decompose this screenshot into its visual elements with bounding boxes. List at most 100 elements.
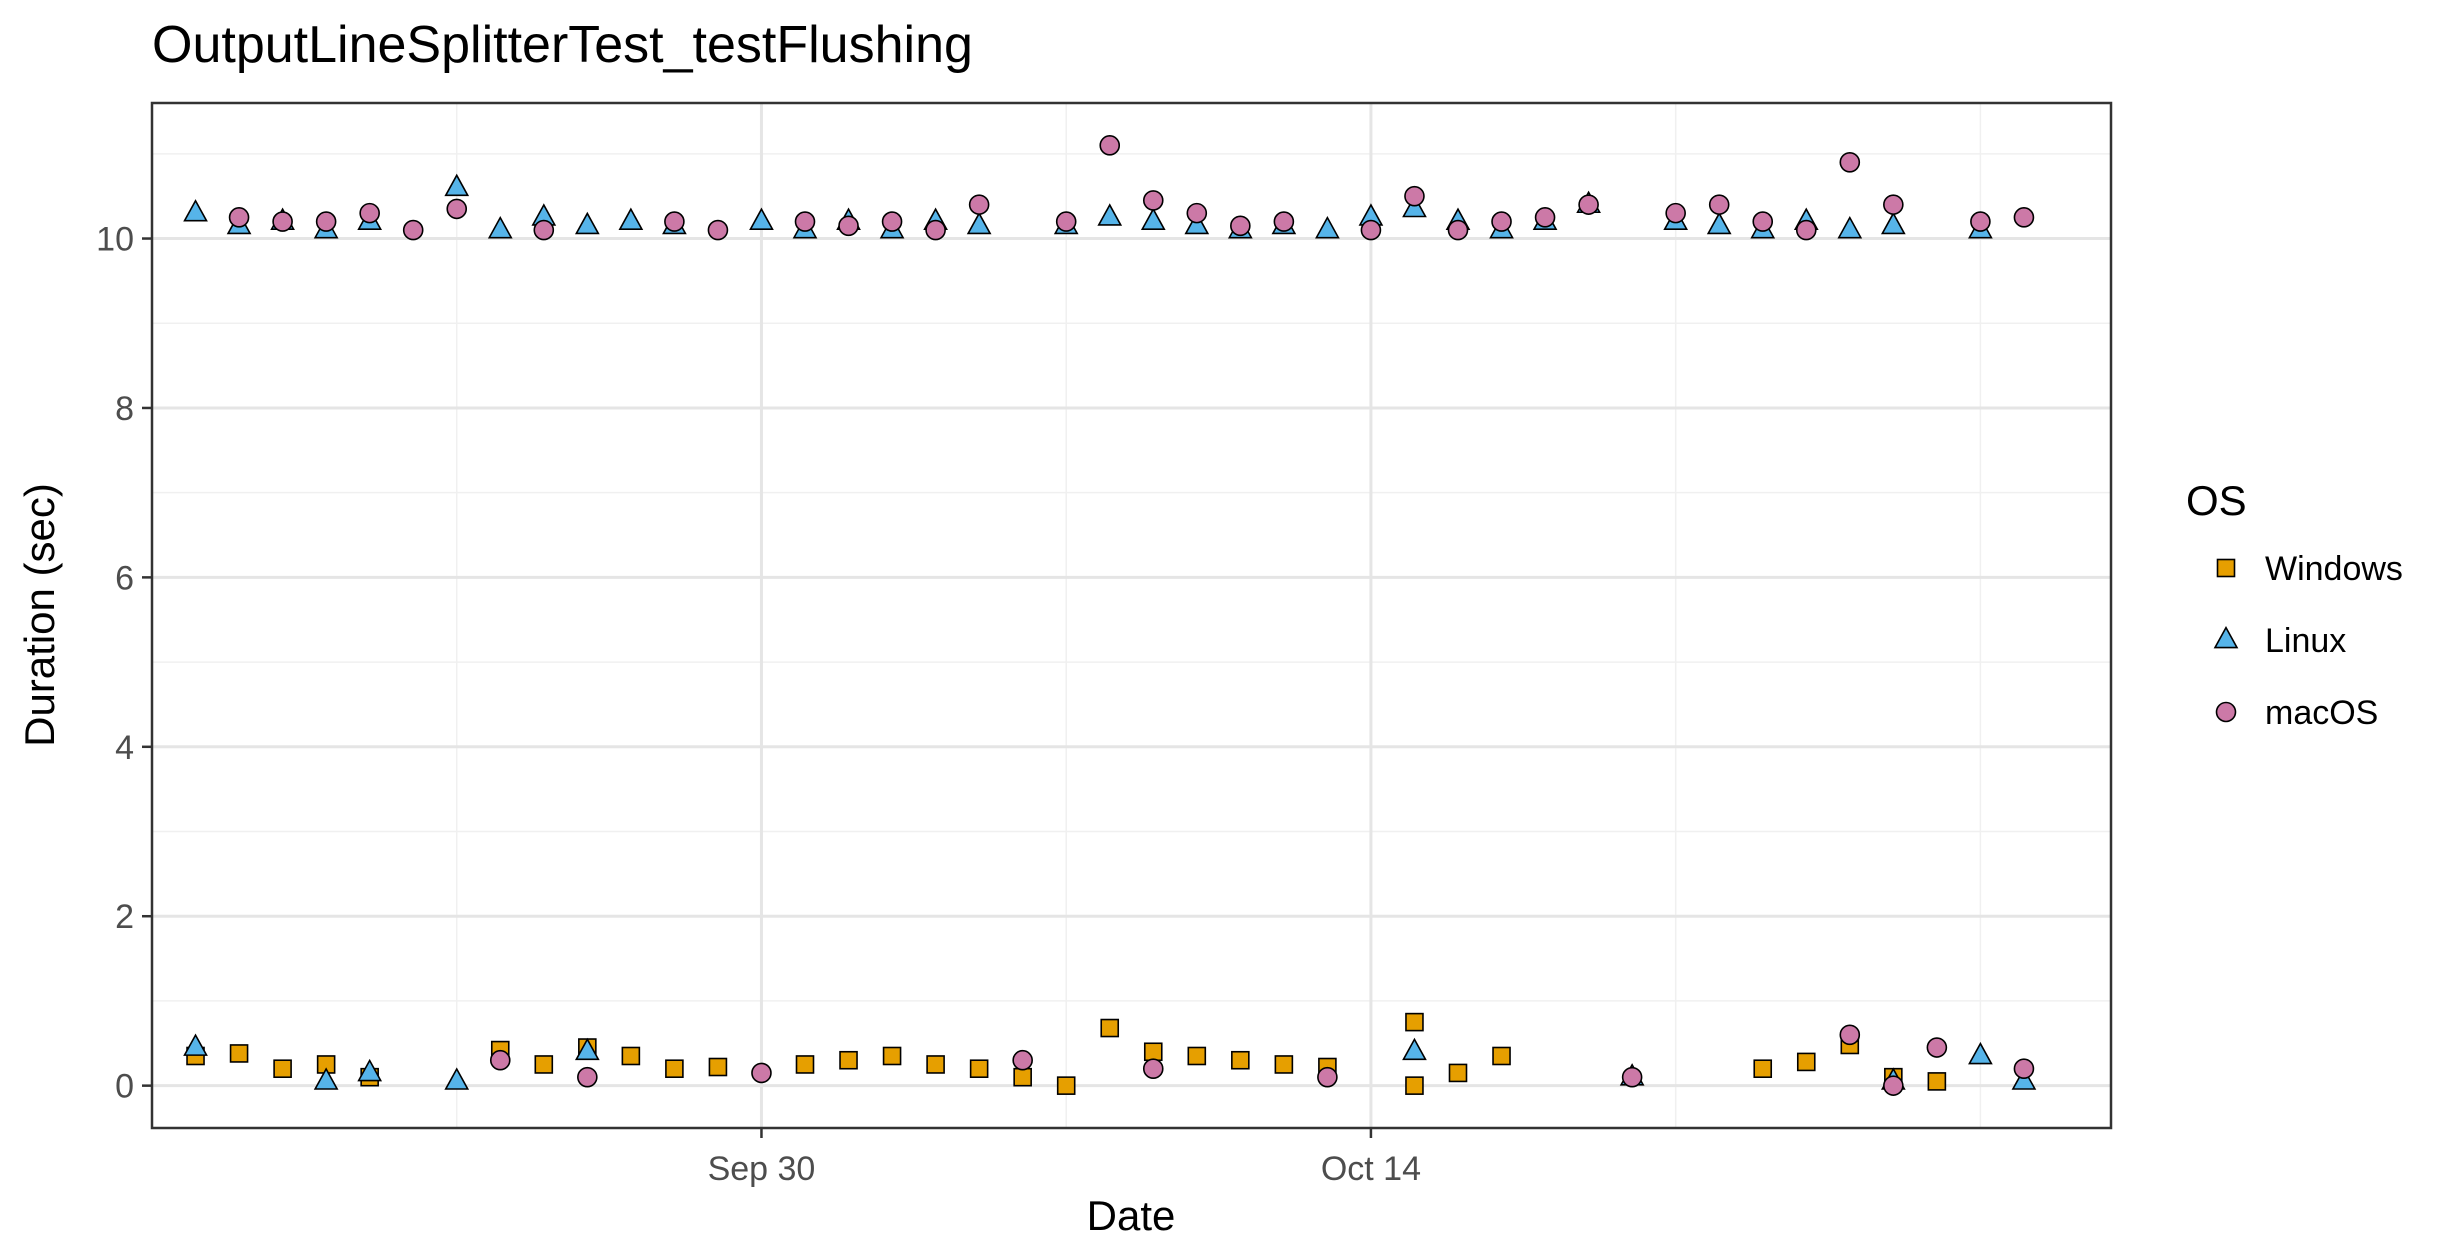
data-points [183, 135, 2037, 1096]
windows-point [1405, 1012, 1424, 1032]
linux-point [1315, 216, 1340, 239]
macos-point [533, 219, 555, 241]
macos-point [1142, 190, 1164, 211]
windows-point [665, 1059, 684, 1079]
macos-point [968, 194, 990, 215]
linux-point [183, 1033, 208, 1056]
linux-point [1706, 211, 1732, 235]
windows-point [708, 1057, 728, 1077]
linux-point [2011, 1067, 2037, 1090]
minor-gridlines [152, 103, 2111, 1128]
linux-point [1097, 203, 1123, 226]
windows-point [795, 1055, 815, 1074]
linux-point [444, 173, 470, 197]
macos-legend-key [2215, 701, 2237, 723]
y-tick-label: 2 [115, 898, 134, 936]
linux-point [574, 1037, 600, 1061]
linux-point [1880, 211, 1906, 235]
y-axis: 0 2 4 6 8 10 [96, 221, 152, 1106]
windows-point [1274, 1055, 1294, 1074]
macos-point [881, 211, 903, 232]
macos-point [577, 1066, 598, 1088]
linux-point [1402, 1037, 1427, 1061]
macos-point [315, 211, 337, 232]
legend-label: Linux [2265, 622, 2346, 660]
macos-point [1404, 185, 1425, 207]
windows-point [1187, 1046, 1207, 1066]
windows-point [1405, 1076, 1424, 1095]
legend: OS Windows Linux macOS [2186, 477, 2403, 732]
macos-point [1926, 1037, 1948, 1058]
windows-point [839, 1050, 858, 1070]
macos-point [794, 211, 816, 232]
y-tick-label: 6 [115, 559, 134, 597]
windows-point [882, 1046, 902, 1066]
macos-point [446, 198, 468, 220]
macos-point [2013, 207, 2035, 228]
windows-point [534, 1055, 554, 1074]
major-gridlines [152, 103, 2111, 1128]
macos-point [1621, 1066, 1643, 1088]
windows-point [1143, 1042, 1163, 1062]
macos-point [1273, 211, 1295, 232]
y-tick-label: 10 [96, 221, 134, 259]
linux-point [357, 1058, 383, 1082]
macos-point [272, 211, 293, 232]
macos-point [1012, 1049, 1033, 1071]
y-tick-label: 0 [115, 1068, 134, 1106]
macos-point [707, 219, 729, 241]
linux-point [1837, 216, 1863, 239]
windows-point [926, 1055, 945, 1074]
macos-point [1230, 215, 1251, 237]
macos-point [751, 1062, 772, 1084]
windows-point [1796, 1052, 1816, 1072]
legend-label: Windows [2265, 550, 2403, 588]
macos-point [1708, 194, 1730, 215]
macos-point [489, 1049, 511, 1071]
windows-point [1231, 1050, 1250, 1070]
macos-point [1447, 219, 1469, 241]
macos-point [1839, 151, 1861, 173]
plot-panel [150, 101, 2113, 1130]
windows-point [1927, 1072, 1947, 1091]
macos-point [1491, 211, 1512, 232]
macos-point [359, 202, 380, 224]
macos-point [1055, 211, 1077, 232]
linux-point [1402, 194, 1427, 218]
macos-point [1970, 211, 1991, 232]
x-axis: Sep 30 Oct 14 [708, 1128, 1421, 1188]
macos-point [2013, 1058, 2035, 1080]
windows-point [621, 1046, 641, 1066]
x-tick-label: Sep 30 [708, 1150, 816, 1188]
macos-point [228, 207, 250, 228]
macos-point [1752, 211, 1774, 232]
windows-point [1753, 1059, 1773, 1079]
windows-point [1013, 1067, 1032, 1087]
windows-point [1056, 1076, 1076, 1095]
macos-point [402, 219, 424, 241]
y-tick-label: 4 [115, 729, 134, 767]
x-tick-label: Oct 14 [1321, 1150, 1421, 1188]
linux-point [487, 216, 513, 239]
x-axis-title: Date [1087, 1192, 1176, 1239]
macos-point [1795, 219, 1817, 241]
linux-point [183, 199, 208, 222]
linux-point [618, 207, 644, 230]
macos-point [1839, 1024, 1861, 1046]
linux-legend-key [2213, 625, 2239, 649]
windows-point [1492, 1046, 1511, 1066]
macos-point [1578, 194, 1599, 215]
linux-point [749, 207, 774, 230]
linux-point [574, 211, 600, 235]
linux-point [1968, 1041, 1993, 1065]
chart-title: OutputLineSplitterTest_testFlushing [152, 16, 973, 74]
y-tick-label: 8 [115, 390, 134, 428]
macos-point [1142, 1058, 1164, 1080]
panel-border [150, 101, 2113, 1130]
windows-point [969, 1059, 989, 1079]
macos-point [1317, 1066, 1338, 1088]
macos-point [925, 219, 946, 241]
macos-point [1360, 219, 1382, 241]
legend-title: OS [2186, 477, 2247, 524]
